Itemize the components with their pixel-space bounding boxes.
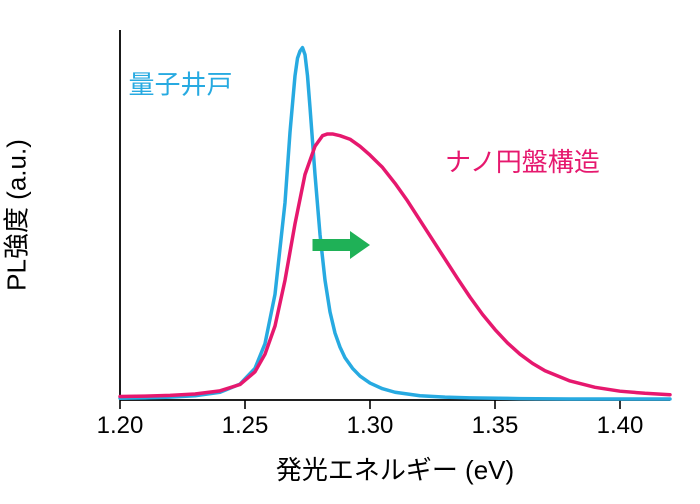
pl-spectrum-chart: 1.20 1.25 1.30 1.35 1.40 量子井戸ナノ円盤構造 — [0, 0, 700, 504]
series-label-0: 量子井戸 — [128, 69, 232, 99]
series-label-1: ナノ円盤構造 — [445, 147, 600, 177]
shift-arrow-head — [350, 231, 370, 259]
series-line-0 — [120, 48, 670, 399]
x-tick-label: 1.25 — [222, 412, 269, 439]
x-tick-label: 1.35 — [472, 412, 519, 439]
x-tick-label: 1.30 — [347, 412, 394, 439]
x-tick-label: 1.40 — [597, 412, 644, 439]
x-tick-label: 1.20 — [97, 412, 144, 439]
